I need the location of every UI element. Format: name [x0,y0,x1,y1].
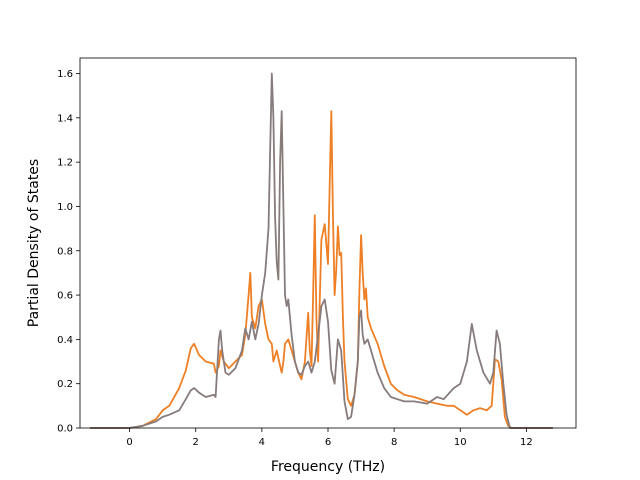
y-tick-label: 0.0 [57,424,73,435]
x-tick-label: 10 [454,437,467,448]
x-tick-label: 12 [520,437,533,448]
y-axis-ticks: 0.0 0.2 0.4 0.6 0.8 1.0 1.2 1.4 1.6 [57,69,80,435]
x-axis-label: Frequency (THz) [271,459,385,475]
y-tick-label: 0.6 [57,291,73,302]
x-tick-label: 8 [391,437,397,448]
plot-lines [89,72,553,429]
series-line-1 [89,110,553,429]
y-tick-label: 1.2 [57,158,73,169]
y-tick-label: 1.0 [57,202,73,213]
y-tick-label: 0.8 [57,246,73,257]
series-line-2 [89,72,553,429]
y-tick-label: 0.4 [57,335,73,346]
y-tick-label: 0.2 [57,379,73,390]
x-tick-label: 6 [325,437,331,448]
x-tick-label: 2 [193,437,199,448]
y-tick-label: 1.4 [57,113,73,124]
x-axis-ticks: 0 2 4 6 8 10 12 [126,428,533,448]
x-tick-label: 0 [126,437,132,448]
y-axis-label: Partial Density of States [26,159,42,327]
y-tick-label: 1.6 [57,69,73,80]
x-tick-label: 4 [259,437,265,448]
